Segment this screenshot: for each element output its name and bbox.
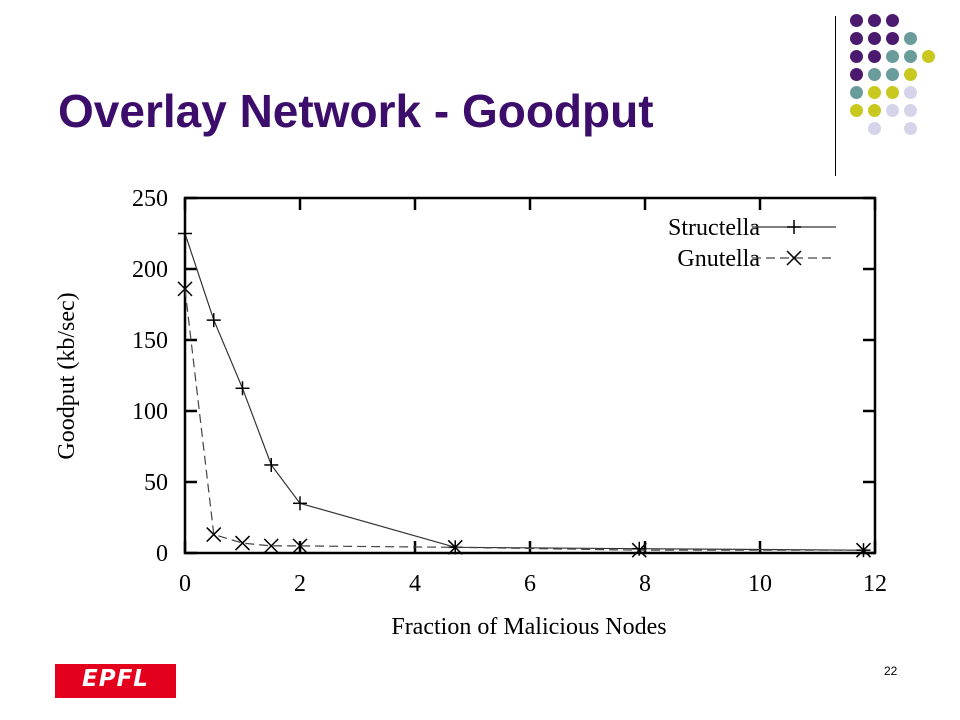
plot-frame [183,196,877,555]
gnutella-point-d2 [177,281,193,297]
decorative-dot [886,32,899,45]
decorative-dot [886,50,899,63]
x-tick-label: 10 [748,571,772,597]
decorative-dot [904,104,917,117]
structella-line [184,233,864,551]
y-tick-label: 0 [156,541,168,567]
decorative-dot [886,86,899,99]
decorative-dot [850,68,863,81]
gnutella-point-d2 [292,538,308,554]
x-tick-label: 12 [863,571,887,597]
series-gnutella [177,281,872,558]
decorative-dot [868,32,881,45]
decorative-dot [868,68,881,81]
decorative-dot-grid [850,14,955,159]
series-structella [178,226,871,558]
y-tick-label: 200 [132,257,168,283]
axis-ticks: 0 50 100 150 200 250 0 2 4 6 8 10 12 [132,186,887,597]
decorative-dot [904,50,917,63]
decorative-dot [922,50,935,63]
y-tick-label: 250 [132,186,168,212]
legend-marker-gnutella-d2 [786,250,802,266]
y-tick-label: 50 [144,470,168,496]
decorative-dot [850,104,863,117]
gnutella-point-d2 [631,542,647,558]
x-tick-label: 8 [639,571,651,597]
decorative-dot [868,104,881,117]
decorative-dot [904,86,917,99]
decorative-dot [904,122,917,135]
decorative-dot [850,50,863,63]
legend-label-structella: Structella [668,215,760,241]
y-tick-label: 150 [132,328,168,354]
epfl-logo: EPFL [55,664,176,698]
decorative-dot [886,104,899,117]
gnutella-point-d2 [447,539,463,555]
x-tick-label: 6 [524,571,536,597]
plot-border [183,196,877,555]
gnutella-point-d2 [263,538,279,554]
decorative-dot [886,68,899,81]
decorative-dot [850,14,863,27]
slide-number: 22 [884,664,898,678]
slide-title: Overlay Network - Goodput [58,85,654,137]
x-tick-label: 2 [294,571,306,597]
chart-series [177,226,872,558]
x-tick-label: 4 [409,571,421,597]
y-axis-label: Goodput (kb/sec) [54,292,80,459]
decorative-dot [868,86,881,99]
chart-legend: Structella Gnutella [668,215,836,272]
decorative-dot [868,50,881,63]
y-tick-label: 100 [132,399,168,425]
x-axis-label: Fraction of Malicious Nodes [391,614,666,640]
gnutella-point-d2 [206,527,222,543]
x-tick-label: 0 [179,571,191,597]
decorative-dot [904,68,917,81]
epfl-logo-text: EPFL [82,666,149,692]
gnutella-point-d2 [234,535,251,551]
title-divider [835,16,836,176]
decorative-dot [850,86,863,99]
legend-label-gnutella: Gnutella [677,246,760,272]
gnutella-point-d2 [855,542,872,558]
gnutella-line [184,288,864,551]
decorative-dot [886,14,899,27]
decorative-dot [868,14,881,27]
decorative-dot [904,32,917,45]
decorative-dot [868,122,881,135]
decorative-dot [850,32,863,45]
